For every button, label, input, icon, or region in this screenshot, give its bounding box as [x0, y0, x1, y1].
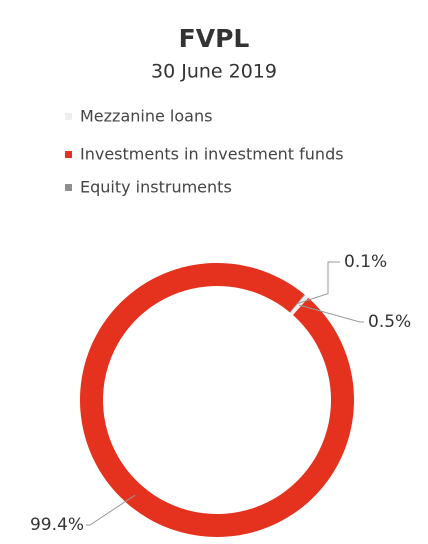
leader-line	[297, 261, 340, 305]
data-label: 0.5%	[368, 312, 411, 332]
chart-subtitle: 30 June 2019	[151, 61, 277, 83]
legend-marker	[65, 151, 72, 158]
legend-label: Mezzanine loans	[80, 107, 212, 126]
leader-line	[86, 494, 136, 526]
legend-marker	[65, 184, 72, 191]
chart-title: FVPL	[179, 24, 250, 53]
legend-label: Investments in investment funds	[80, 145, 344, 164]
data-label: 0.1%	[344, 252, 387, 272]
donut-slice	[79, 262, 354, 537]
legend-marker	[65, 113, 72, 120]
legend-label: Equity instruments	[80, 178, 232, 197]
data-label: 99.4%	[30, 515, 84, 535]
leader-line	[299, 304, 364, 323]
